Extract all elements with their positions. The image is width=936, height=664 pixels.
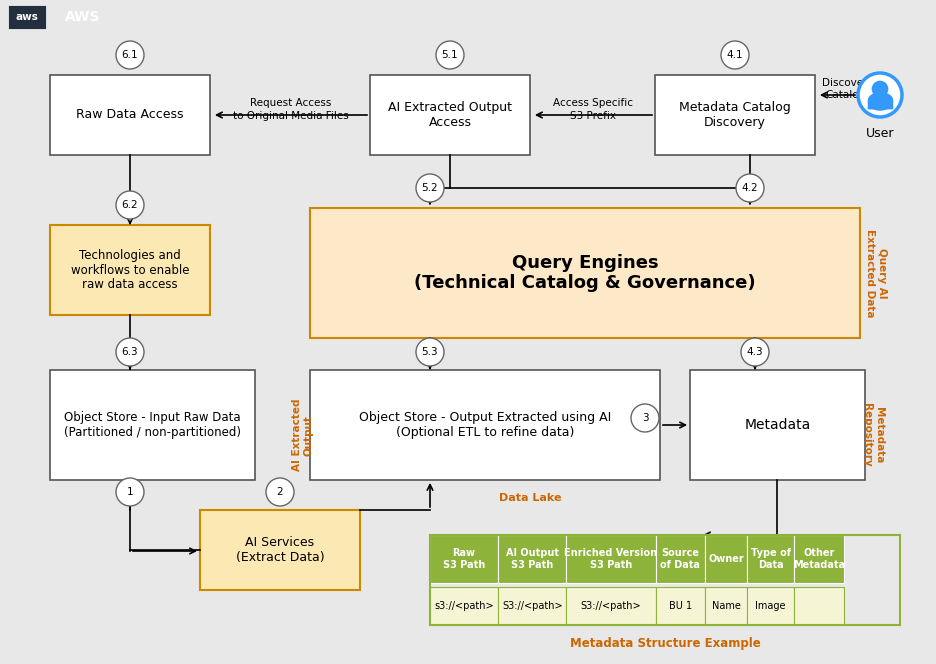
Text: Query AI
Extracted Data: Query AI Extracted Data	[865, 229, 886, 317]
Text: User: User	[866, 127, 894, 140]
Circle shape	[116, 191, 144, 219]
Text: S3://<path>: S3://<path>	[502, 601, 563, 612]
Text: s3://<path>: s3://<path>	[434, 601, 494, 612]
Text: AI Output
S3 Path: AI Output S3 Path	[505, 548, 559, 570]
Text: 6.3: 6.3	[122, 347, 139, 357]
Text: AI Extracted Output
Access: AI Extracted Output Access	[388, 101, 512, 129]
Text: Metadata Structure Example: Metadata Structure Example	[570, 637, 760, 650]
Text: Name: Name	[711, 601, 740, 612]
Circle shape	[116, 41, 144, 69]
Text: 5.3: 5.3	[422, 347, 438, 357]
Bar	[0, 0, 936, 35]
Text: Metadata
Repository: Metadata Repository	[862, 403, 884, 467]
Text: AI Services
(Extract Data): AI Services (Extract Data)	[236, 536, 324, 564]
Circle shape	[736, 174, 764, 202]
Circle shape	[436, 41, 464, 69]
Ellipse shape	[868, 96, 892, 111]
Circle shape	[871, 80, 888, 98]
Text: Type of
Data: Type of Data	[751, 548, 791, 570]
Text: Raw
S3 Path: Raw S3 Path	[443, 548, 485, 570]
Bar	[655, 75, 815, 155]
Text: Technologies and
workflows to enable
raw data access: Technologies and workflows to enable raw…	[71, 248, 189, 291]
Bar	[310, 208, 860, 338]
Bar	[430, 587, 498, 625]
Bar	[200, 510, 360, 590]
Bar	[566, 535, 655, 582]
Text: aws: aws	[16, 12, 38, 22]
Bar	[705, 587, 747, 625]
Text: Discover: Discover	[822, 78, 868, 88]
Text: to Original Media Files: to Original Media Files	[233, 111, 349, 121]
Text: Metadata: Metadata	[744, 418, 811, 432]
Bar	[655, 587, 705, 625]
Circle shape	[416, 338, 444, 366]
Circle shape	[116, 338, 144, 366]
Text: AI Extracted
Output: AI Extracted Output	[292, 399, 314, 471]
Text: 4.3: 4.3	[747, 347, 764, 357]
Bar	[705, 535, 747, 582]
Text: AWS: AWS	[65, 10, 100, 24]
Text: Catalog: Catalog	[825, 90, 865, 100]
Circle shape	[741, 338, 769, 366]
Bar	[50, 225, 210, 315]
Bar	[690, 370, 865, 480]
Bar	[50, 370, 255, 480]
Text: 5.2: 5.2	[422, 183, 438, 193]
Text: Owner: Owner	[709, 554, 744, 564]
Text: Query Engines
(Technical Catalog & Governance): Query Engines (Technical Catalog & Gover…	[415, 254, 755, 292]
Text: 4.2: 4.2	[741, 183, 758, 193]
Text: 1: 1	[126, 487, 133, 497]
Text: 5.1: 5.1	[442, 50, 459, 60]
Bar	[310, 370, 660, 480]
Bar	[795, 587, 843, 625]
Bar	[430, 535, 498, 582]
Bar	[566, 587, 655, 625]
Text: Other
Metadata: Other Metadata	[793, 548, 845, 570]
Circle shape	[631, 404, 659, 432]
Text: 6.1: 6.1	[122, 50, 139, 60]
Text: Enriched Version
S3 Path: Enriched Version S3 Path	[564, 548, 657, 570]
Circle shape	[416, 174, 444, 202]
Circle shape	[266, 478, 294, 506]
Text: Data Lake: Data Lake	[499, 493, 562, 503]
Text: Image: Image	[755, 601, 786, 612]
Text: 3: 3	[642, 413, 649, 423]
Text: Access Specific: Access Specific	[553, 98, 633, 108]
Text: Request Access: Request Access	[250, 98, 331, 108]
Circle shape	[858, 73, 902, 117]
Bar	[430, 535, 900, 625]
Text: 6.2: 6.2	[122, 200, 139, 210]
Bar	[50, 75, 210, 155]
Bar	[747, 587, 795, 625]
Text: S3 Prefix: S3 Prefix	[570, 111, 616, 121]
Bar	[498, 587, 566, 625]
Bar	[795, 535, 843, 582]
Text: Source
of Data: Source of Data	[660, 548, 700, 570]
Text: BU 1: BU 1	[668, 601, 692, 612]
Bar	[498, 535, 566, 582]
Bar	[655, 535, 705, 582]
Bar	[747, 535, 795, 582]
Circle shape	[116, 478, 144, 506]
Text: Raw Data Access: Raw Data Access	[76, 108, 183, 122]
Text: Object Store - Output Extracted using AI
(Optional ETL to refine data): Object Store - Output Extracted using AI…	[358, 411, 611, 439]
Text: Metadata Catalog
Discovery: Metadata Catalog Discovery	[680, 101, 791, 129]
Text: 4.1: 4.1	[726, 50, 743, 60]
Bar	[8, 5, 46, 29]
Bar	[370, 75, 530, 155]
Text: S3://<path>: S3://<path>	[580, 601, 641, 612]
Circle shape	[721, 41, 749, 69]
Text: 2: 2	[277, 487, 284, 497]
Text: Object Store - Input Raw Data
(Partitioned / non-partitioned): Object Store - Input Raw Data (Partition…	[64, 411, 241, 439]
